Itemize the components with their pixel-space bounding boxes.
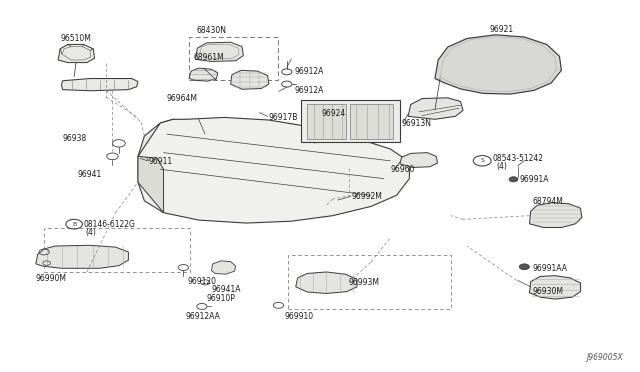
Bar — [288, 255, 451, 309]
Polygon shape — [408, 98, 463, 119]
Polygon shape — [61, 78, 138, 91]
Text: 96992M: 96992M — [351, 192, 382, 201]
Polygon shape — [138, 119, 186, 158]
Circle shape — [519, 264, 529, 270]
Bar — [301, 100, 400, 142]
Text: 96510M: 96510M — [60, 34, 91, 44]
Text: 96912AA: 96912AA — [186, 312, 221, 321]
Polygon shape — [211, 261, 236, 274]
Polygon shape — [529, 276, 580, 299]
Bar — [307, 104, 346, 139]
Text: 969910: 969910 — [285, 312, 314, 321]
Text: 96911: 96911 — [149, 157, 173, 166]
Polygon shape — [189, 68, 218, 81]
Text: 96912A: 96912A — [294, 86, 324, 95]
Polygon shape — [138, 118, 410, 223]
Polygon shape — [296, 272, 357, 294]
Text: S: S — [480, 158, 484, 163]
Text: 68961M: 68961M — [193, 52, 224, 61]
Text: 96991AA: 96991AA — [532, 264, 567, 273]
Text: 68794M: 68794M — [532, 197, 563, 206]
Polygon shape — [529, 203, 582, 228]
Text: 68430N: 68430N — [196, 26, 227, 35]
Text: 96930M: 96930M — [532, 287, 563, 296]
Circle shape — [509, 177, 518, 182]
Text: 96913N: 96913N — [402, 119, 432, 128]
Polygon shape — [435, 35, 561, 94]
Text: 96960: 96960 — [390, 165, 415, 174]
Text: 96964M: 96964M — [167, 94, 198, 103]
Text: 96912A: 96912A — [294, 67, 324, 76]
Text: 96941: 96941 — [77, 170, 102, 179]
Text: 96921: 96921 — [489, 25, 513, 34]
Text: 969120: 969120 — [187, 277, 216, 286]
Text: 96917B: 96917B — [269, 113, 298, 122]
Polygon shape — [36, 245, 129, 268]
Text: 08146-6122G: 08146-6122G — [84, 220, 136, 229]
Text: 96938: 96938 — [63, 134, 87, 143]
Bar — [350, 104, 394, 139]
Text: 96924: 96924 — [321, 109, 346, 118]
Text: 08543-51242: 08543-51242 — [492, 154, 543, 163]
Polygon shape — [138, 156, 164, 213]
Text: B: B — [72, 222, 76, 227]
Bar — [189, 37, 278, 80]
Bar — [44, 228, 189, 272]
Text: (4): (4) — [496, 162, 507, 171]
Text: J969005X: J969005X — [587, 353, 623, 362]
Text: 96990M: 96990M — [36, 274, 67, 283]
Text: 96991A: 96991A — [519, 175, 548, 184]
Text: 96941A: 96941A — [211, 285, 241, 294]
Text: 96910P: 96910P — [206, 294, 236, 303]
Polygon shape — [58, 44, 95, 62]
Polygon shape — [230, 70, 269, 89]
Text: (4): (4) — [86, 228, 97, 237]
Polygon shape — [400, 153, 438, 167]
Text: 96993M: 96993M — [349, 278, 380, 287]
Polygon shape — [195, 42, 243, 61]
